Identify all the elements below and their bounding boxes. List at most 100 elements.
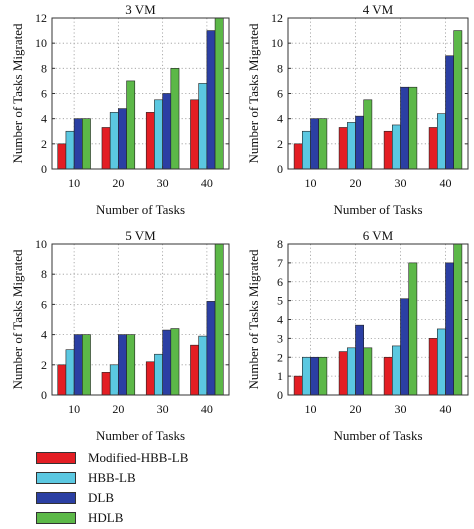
x-tick-label: 20 (112, 402, 124, 416)
bar-dlb-10 (73, 118, 83, 170)
chart-title: 3 VM (125, 2, 156, 17)
y-tick-label: 4 (41, 328, 47, 342)
x-tick-label: 20 (112, 176, 124, 190)
legend-item-hdlb: HDLB (36, 509, 266, 527)
bar-hdlb-30 (408, 262, 418, 396)
y-tick-label: 4 (277, 313, 283, 327)
bar-dlb-30 (400, 298, 409, 396)
y-tick-label: 1 (277, 369, 283, 383)
y-tick-label: 2 (277, 137, 283, 151)
bar-hbb-lb-20 (346, 347, 356, 396)
bar-hbb-lb-40 (436, 328, 446, 396)
y-tick-label: 10 (35, 36, 47, 50)
y-tick-label: 5 (277, 294, 283, 308)
bar-hdlb-10 (82, 118, 91, 170)
y-tick-label: 6 (277, 87, 283, 101)
bar-hbb-lb-40 (198, 335, 208, 396)
bar-modified-hbb-lb-30 (145, 112, 155, 170)
chart-title: 4 VM (363, 2, 394, 17)
bar-modified-hbb-lb-10 (57, 364, 67, 396)
y-tick-label: 3 (277, 331, 283, 345)
bar-dlb-30 (400, 86, 409, 170)
legend-label-modified-hbb-lb: Modified-HBB-LB (88, 450, 189, 465)
x-tick-label: 40 (440, 176, 452, 190)
bar-modified-hbb-lb-20 (338, 127, 348, 170)
chart-panel-5-vm: 0 2 4 6 8 10 10 20 30 40 5 VM Number of Tasks Number… (10, 228, 230, 443)
bar-modified-hbb-lb-30 (383, 130, 393, 170)
bar-modified-hbb-lb-40 (428, 127, 438, 170)
legend-label-dlb: DLB (88, 490, 114, 505)
x-tick-label: 40 (440, 402, 452, 416)
chart-panel-6-vm: 0 1 2 3 4 5 6 7 8 10 20 30 40 6 VM Number of Tasks Numb… (246, 228, 469, 443)
bar-hbb-lb-40 (198, 83, 208, 170)
chart-title: 5 VM (125, 228, 156, 243)
y-tick-label: 8 (277, 237, 283, 251)
bar-hbb-lb-10 (65, 130, 75, 170)
bar-hbb-lb-30 (154, 99, 163, 170)
y-axis-label: Number of Tasks Migrated (246, 23, 261, 164)
x-axis-label: Number of Tasks (333, 202, 422, 217)
legend-swatch-modified-hbb-lb (36, 452, 76, 464)
chart-panel-4-vm: 0 2 4 6 8 10 12 10 20 30 40 4 VM Number of Tasks Numb… (246, 2, 469, 217)
bar-dlb-20 (118, 334, 127, 396)
bar-hbb-lb-10 (301, 356, 311, 396)
bar-modified-hbb-lb-10 (293, 143, 303, 170)
bar-hdlb-20 (363, 347, 373, 396)
chart-title: 6 VM (363, 228, 394, 243)
x-tick-label: 20 (350, 402, 362, 416)
bar-modified-hbb-lb-30 (145, 361, 155, 396)
y-tick-label: 6 (41, 87, 47, 101)
y-tick-label: 2 (41, 137, 47, 151)
bar-dlb-40 (206, 30, 216, 170)
bar-dlb-30 (162, 329, 172, 396)
y-axis-label: Number of Tasks Migrated (246, 249, 261, 390)
bar-hbb-lb-20 (109, 112, 119, 170)
bar-hbb-lb-20 (109, 364, 119, 396)
legend-label-hdlb: HDLB (88, 510, 124, 525)
y-tick-label: 12 (271, 11, 283, 25)
bar-dlb-20 (118, 108, 127, 170)
y-tick-label: 12 (35, 11, 47, 25)
x-tick-label: 30 (157, 402, 169, 416)
plot-frame (51, 243, 230, 396)
x-tick-label: 30 (395, 402, 407, 416)
y-tick-label: 0 (277, 388, 283, 402)
legend-item-dlb: DLB (36, 489, 266, 507)
bar-hdlb-30 (408, 86, 418, 170)
y-tick-label: 4 (277, 112, 283, 126)
bar-dlb-40 (206, 301, 216, 396)
x-tick-label: 20 (350, 176, 362, 190)
bar-hdlb-10 (82, 334, 91, 396)
y-tick-label: 10 (35, 237, 47, 251)
legend-item-modified-hbb-lb: Modified-HBB-LB (36, 449, 266, 467)
y-tick-label: 4 (41, 112, 47, 126)
bar-dlb-10 (310, 118, 319, 170)
legend: Modified-HBB-LB HBB-LB DLB HDLB (36, 449, 266, 529)
x-tick-label: 30 (395, 176, 407, 190)
bar-hbb-lb-30 (391, 124, 401, 170)
bar-modified-hbb-lb-20 (101, 372, 111, 396)
bar-dlb-20 (355, 324, 364, 396)
bar-hdlb-40 (453, 243, 463, 396)
x-tick-label: 40 (201, 402, 213, 416)
bar-hdlb-30 (170, 68, 180, 170)
legend-swatch-hbb-lb (36, 472, 76, 484)
bar-dlb-10 (73, 334, 83, 396)
bar-hdlb-20 (126, 80, 136, 170)
x-tick-label: 10 (68, 176, 80, 190)
bar-dlb-30 (162, 93, 172, 170)
bar-modified-hbb-lb-10 (57, 143, 67, 170)
y-tick-label: 6 (41, 297, 47, 311)
bar-hdlb-20 (126, 334, 136, 396)
y-tick-label: 2 (41, 358, 47, 372)
y-tick-label: 7 (277, 256, 283, 270)
x-axis-label: Number of Tasks (96, 202, 185, 217)
bar-hbb-lb-30 (391, 345, 401, 396)
legend-item-hbb-lb: HBB-LB (36, 469, 266, 487)
bar-modified-hbb-lb-30 (383, 356, 393, 396)
y-tick-label: 0 (277, 162, 283, 176)
x-tick-label: 10 (305, 402, 317, 416)
bar-dlb-40 (445, 55, 454, 170)
y-tick-label: 2 (277, 350, 283, 364)
